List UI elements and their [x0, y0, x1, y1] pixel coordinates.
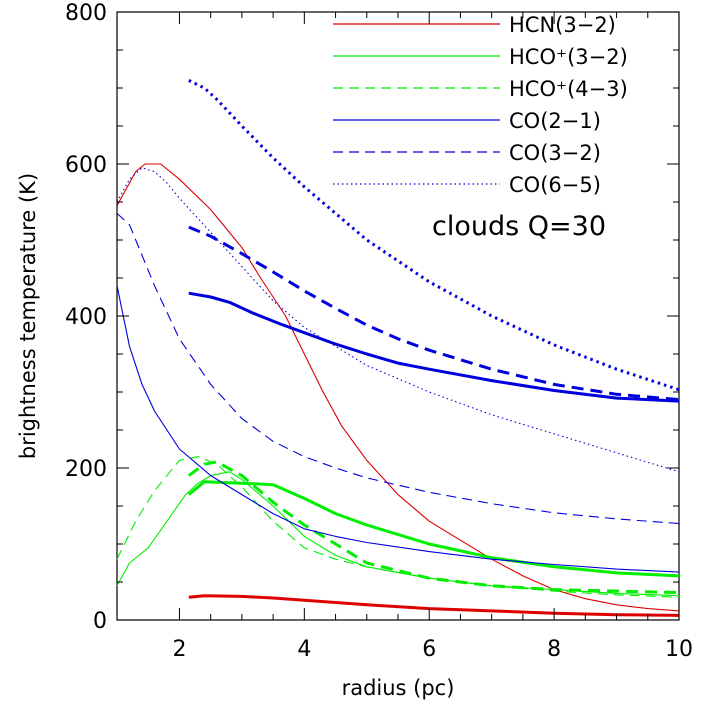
y-axis-label: brightness temperature (K) [16, 173, 40, 459]
x-tick-label: 4 [297, 637, 311, 662]
x-tick-label: 10 [665, 637, 693, 662]
y-tick-label: 400 [65, 305, 107, 330]
series-line-5 [187, 460, 680, 595]
ticks-layer: 2 4 6 8 10 0 200 400 600 800 [65, 1, 693, 662]
series-line-3 [187, 480, 680, 578]
y-tick-label: 800 [65, 1, 107, 26]
series-layer [116, 79, 680, 617]
series-line-1 [188, 594, 680, 617]
y-tick-label: 0 [93, 609, 107, 634]
legend-label-0: HCN(3−2) [509, 13, 616, 37]
legend-label-1: HCO⁺(3−2) [509, 45, 628, 69]
series-line-6 [116, 285, 680, 573]
x-axis-label: radius (pc) [342, 676, 455, 700]
plot-frame [116, 11, 680, 621]
x-tick-label: 2 [172, 637, 186, 662]
legend-label-2: HCO⁺(4−3) [509, 77, 628, 101]
series-line-4 [116, 456, 680, 598]
y-tick-label: 200 [65, 457, 107, 482]
series-line-7 [188, 291, 680, 403]
x-tick-label: 8 [547, 637, 561, 662]
legend-label-4: CO(3−2) [509, 141, 601, 165]
series-line-8 [116, 212, 680, 525]
legend-label-3: CO(2−1) [509, 109, 601, 133]
y-tick-label: 600 [65, 153, 107, 178]
legend-label-5: CO(6−5) [509, 173, 601, 197]
legend: HCN(3−2) HCO⁺(3−2) HCO⁺(4−3) CO(2−1) CO(3−2)… [333, 13, 628, 197]
series-line-9 [188, 225, 680, 402]
x-tick-label: 6 [422, 637, 436, 662]
series-line-11 [188, 79, 680, 392]
annotation-text: clouds Q=30 [432, 211, 606, 242]
